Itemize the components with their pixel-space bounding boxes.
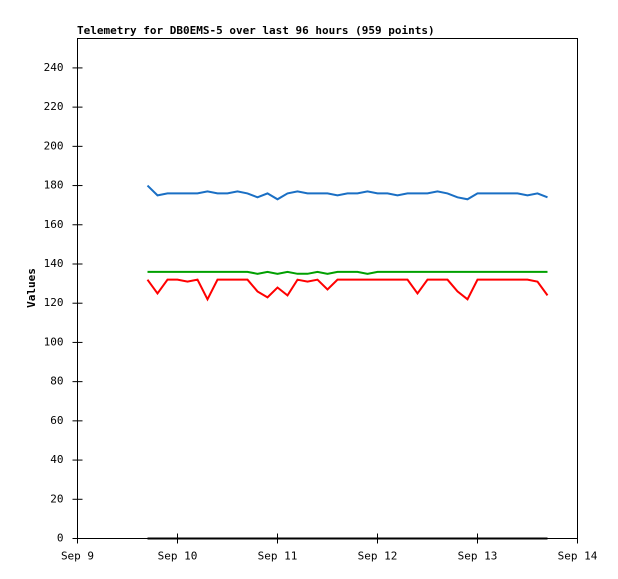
y-tick-label: 180 [44,179,64,192]
y-tick-label: 20 [50,492,63,505]
y-tick-label: 240 [44,61,64,74]
series-line [146,278,549,302]
series-line [147,270,548,275]
y-tick-label: 140 [44,257,64,270]
x-tick-label: Sep 9 [61,550,94,563]
x-tick-label: Sep 13 [458,550,498,563]
x-tick-label: Sep 10 [158,550,198,563]
y-tick-label: 40 [50,453,63,466]
chart-title: Telemetry for DB0EMS-5 over last 96 hour… [77,24,435,37]
series-line [146,184,548,201]
y-tick-label: 220 [44,100,64,113]
y-tick-label: 160 [44,218,64,231]
y-tick-label: 0 [57,532,64,545]
y-tick-label: 80 [50,375,63,388]
y-axis-label: Values [25,268,38,308]
y-tick-label: 200 [44,139,64,152]
x-tick-label: Sep 12 [358,550,398,563]
y-tick-label: 120 [44,296,64,309]
y-tick-label: 60 [50,414,63,427]
x-tick-label: Sep 11 [258,550,298,563]
y-tick-label: 100 [44,335,64,348]
x-tick-label: Sep 14 [558,550,598,563]
